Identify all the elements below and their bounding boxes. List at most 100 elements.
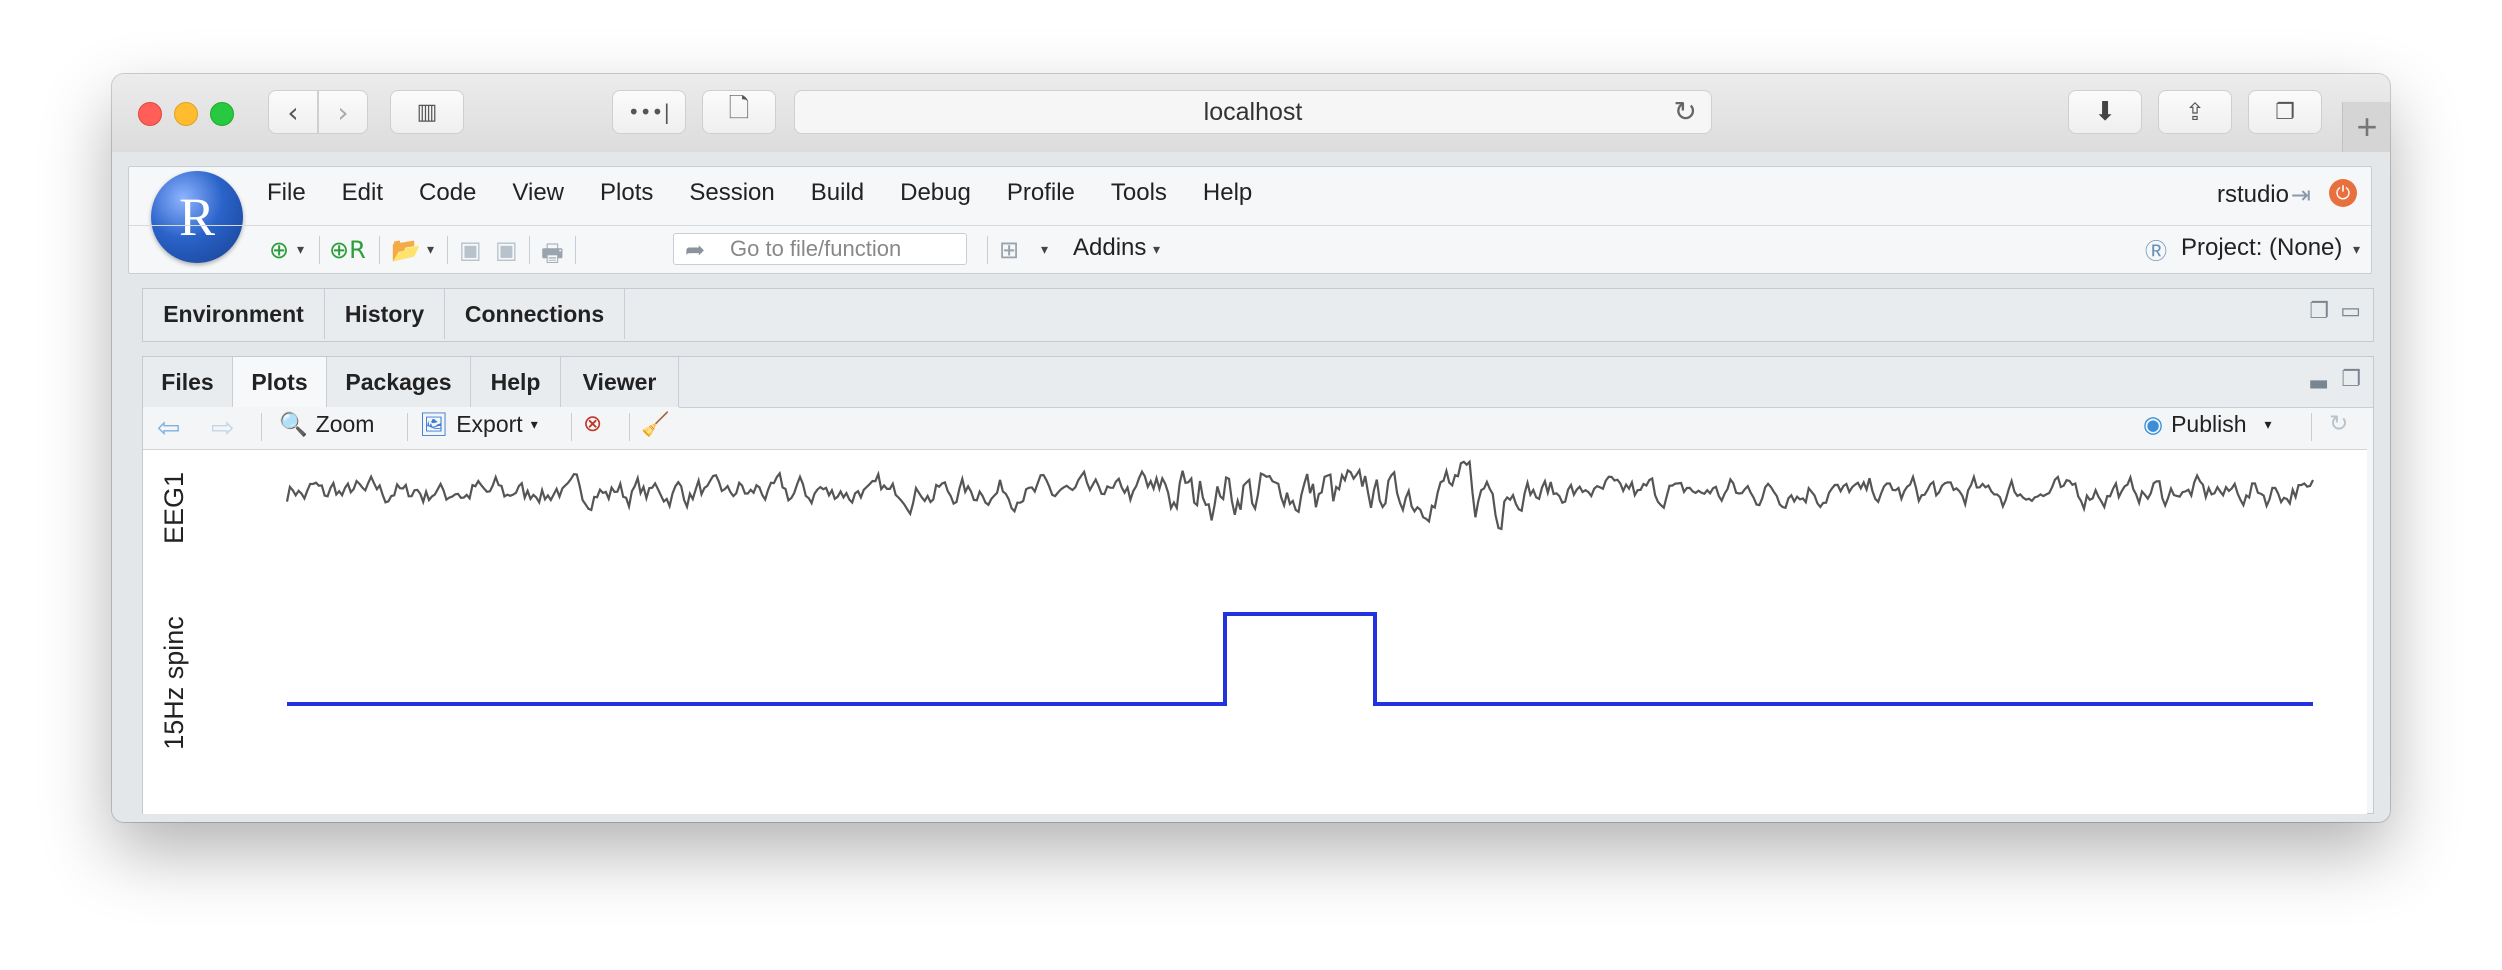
chevron-down-icon: ▾ [2264,416,2272,432]
divider [447,236,448,264]
tab-viewer[interactable]: Viewer [561,357,679,407]
plots-pane: Files Plots Packages Help Viewer ▬ ❐ ⇦ ⇨… [142,356,2374,814]
menu-edit[interactable]: Edit [341,179,384,206]
export-label: Export [456,411,523,437]
page-icon: 🗋 [728,94,750,124]
back-button[interactable]: ‹ [268,90,318,134]
refresh-icon[interactable]: ↻ [2329,411,2349,437]
tab-packages[interactable]: Packages [327,357,471,407]
menu-profile[interactable]: Profile [1006,179,1075,206]
sidebar-toggle-button[interactable]: ▥ [390,90,464,134]
chevron-right-icon: › [337,95,349,129]
broom-icon[interactable]: 🧹 [641,412,670,438]
menu-debug[interactable]: Debug [900,179,971,206]
menu-bar: File Edit Code View Plots Session Build … [267,179,1288,211]
minimize-window-button[interactable] [174,102,198,126]
chevron-down-icon[interactable]: ▾ [1153,242,1161,258]
menu-help[interactable]: Help [1202,179,1253,206]
project-menu[interactable]: Project: (None) [2181,234,2343,261]
maximize-pane-icon[interactable]: ▭ [2340,299,2361,324]
share-button[interactable]: ⇪ [2158,90,2232,134]
menu-view[interactable]: View [512,179,564,206]
chevron-down-icon[interactable]: ▾ [427,242,435,258]
arrow-forward-icon: ➦ [685,236,706,264]
open-folder-icon[interactable]: 📂 [391,236,421,264]
project-icon: Ⓡ [2145,240,2168,265]
new-file-icon[interactable]: ⊕ [269,236,290,264]
addins-menu[interactable]: Addins [1073,234,1147,261]
goto-file-input[interactable]: Go to file/function [673,233,967,265]
divider [629,413,630,441]
tab-connections[interactable]: Connections [445,289,625,339]
address-bar[interactable]: localhost ↻ [794,90,1712,134]
main-toolbar: ⊕ ▾ ⊕R 📂 ▾ ▣ ▣ 🖶 Go to file/function ➦ ⊞… [129,225,2371,274]
tabs-overview-button[interactable]: ❐ [2248,90,2322,134]
power-icon[interactable]: ⏻ [2329,179,2357,207]
publish-label: Publish [2171,411,2247,437]
menu-session[interactable]: Session [689,179,775,206]
close-window-button[interactable] [138,102,162,126]
plot-area: EEG1 15Hz spinc [143,449,2367,814]
sign-out-icon[interactable]: ⇥ [2290,182,2311,209]
tab-plots[interactable]: Plots [233,357,327,407]
forward-button[interactable]: › [318,90,368,134]
arrow-forward-icon[interactable]: ⇨ [211,412,235,443]
arrow-back-icon[interactable]: ⇦ [157,412,181,443]
chevron-down-icon: ▾ [530,416,538,432]
user-name: rstudio [2216,181,2289,208]
r-logo: R [151,171,243,263]
eeg-series-line [285,459,2314,531]
plot-svg: EEG1 15Hz spinc [159,459,2314,750]
plots-toolbar: ⇦ ⇨ 🔍 Zoom 🖼 Export ▾ ⊗ 🧹 ◉ [143,405,2367,449]
chevron-left-icon: ‹ [287,95,299,129]
reader-button[interactable]: 🗋 [702,90,776,134]
rstudio-app: R File Edit Code View Plots Session Buil… [112,152,2390,822]
browser-window: ‹ › ▥ •••| 🗋 localhost ↻ ⬇ ⇪ ❐ + R File … [112,74,2390,822]
new-tab-button[interactable]: + [2342,102,2390,152]
spindle-series-line [287,612,2313,706]
browser-titlebar: ‹ › ▥ •••| 🗋 localhost ↻ ⬇ ⇪ ❐ + [112,74,2390,153]
tabs-icon: ❐ [2275,99,2295,125]
divider [529,236,530,264]
spindle-axis-label: 15Hz spinc [159,616,189,750]
chevron-down-icon[interactable]: ▾ [2353,242,2361,258]
tab-history[interactable]: History [325,289,445,339]
menu-tools[interactable]: Tools [1110,179,1167,206]
eeg-axis-label: EEG1 [159,472,189,544]
new-project-icon[interactable]: ⊕R [329,236,366,264]
zoom-window-button[interactable] [210,102,234,126]
environment-pane: Environment History Connections ❐ ▭ [142,288,2374,342]
divider [261,413,262,441]
remove-plot-icon[interactable]: ⊗ [583,411,603,437]
export-icon: 🖼 [419,412,449,438]
minimize-pane-icon[interactable]: ❐ [2309,299,2329,324]
divider [407,413,408,441]
minimize-pane-icon[interactable]: ▬ [2308,371,2329,396]
more-dots-icon: •••| [627,100,671,124]
menu-file[interactable]: File [267,179,306,206]
chevron-down-icon[interactable]: ▾ [1041,242,1049,258]
publish-button[interactable]: ◉ Publish ▾ [2143,411,2272,438]
reload-icon[interactable]: ↻ [1673,95,1697,128]
tab-strip-filler [679,357,2373,408]
menu-code[interactable]: Code [419,179,477,206]
save-all-icon[interactable]: ▣ [495,236,518,264]
print-icon[interactable]: 🖶 [541,239,564,267]
menu-plots[interactable]: Plots [600,179,654,206]
sidebar-icon: ▥ [416,99,438,125]
save-icon[interactable]: ▣ [459,236,482,264]
tab-environment[interactable]: Environment [143,289,325,339]
grid-layout-icon[interactable]: ⊞ [999,236,1020,264]
divider [319,236,320,264]
zoom-icon: 🔍 [279,412,308,438]
divider [987,236,988,264]
export-button[interactable]: 🖼 Export ▾ [419,411,538,438]
downloads-button[interactable]: ⬇ [2068,90,2142,134]
zoom-button[interactable]: 🔍 Zoom [279,411,374,438]
tab-help[interactable]: Help [471,357,561,407]
menu-build[interactable]: Build [810,179,865,206]
tab-files[interactable]: Files [143,357,233,407]
restore-pane-icon[interactable]: ❐ [2341,367,2361,392]
extensions-button[interactable]: •••| [612,90,686,134]
chevron-down-icon[interactable]: ▾ [297,242,305,258]
